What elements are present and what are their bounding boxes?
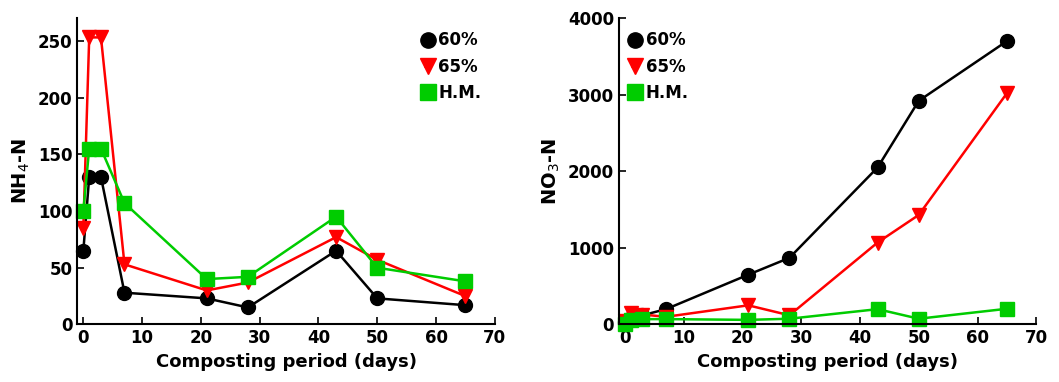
H.M. [119,201,131,206]
60% [742,272,755,277]
H.M. [783,316,795,321]
60% [371,296,383,301]
H.M. [83,146,95,151]
65% [241,280,254,285]
Line: 60%: 60% [76,170,472,314]
X-axis label: Composting period (days): Composting period (days) [156,353,416,371]
Line: H.M.: H.M. [76,142,472,288]
60% [625,316,638,320]
Y-axis label: NH$_4$-N: NH$_4$-N [11,138,33,204]
65% [625,311,638,315]
60% [872,165,884,170]
60% [77,248,90,253]
65% [371,257,383,262]
60% [200,296,213,301]
60% [83,175,95,179]
60% [460,303,472,308]
H.M. [625,317,638,322]
60% [241,305,254,310]
65% [913,213,926,217]
60% [94,175,107,179]
H.M. [460,279,472,284]
65% [83,35,95,40]
65% [94,35,107,40]
60% [119,290,131,295]
Legend: 60%, 65%, H.M.: 60%, 65%, H.M. [627,26,694,107]
H.M. [872,307,884,311]
Line: 65%: 65% [617,86,1013,328]
Line: H.M.: H.M. [617,302,1013,331]
60% [913,99,926,103]
H.M. [200,277,213,282]
H.M. [1001,306,1013,311]
65% [200,288,213,293]
65% [329,235,342,240]
H.M. [742,317,755,322]
Line: 60%: 60% [617,34,1013,329]
Line: 65%: 65% [76,31,472,303]
Y-axis label: NO$_3$-N: NO$_3$-N [541,138,562,205]
65% [783,313,795,317]
H.M. [77,209,90,213]
60% [636,313,649,317]
60% [783,256,795,260]
65% [660,314,672,319]
H.M. [618,321,631,326]
65% [460,294,472,298]
X-axis label: Composting period (days): Composting period (days) [697,353,958,371]
H.M. [636,317,649,321]
60% [618,320,631,324]
65% [618,318,631,323]
65% [77,226,90,230]
60% [329,248,342,253]
65% [742,303,755,308]
65% [1001,91,1013,96]
H.M. [241,275,254,279]
60% [660,307,672,311]
Legend: 60%, 65%, H.M.: 60%, 65%, H.M. [420,26,486,107]
65% [872,240,884,245]
H.M. [94,146,107,151]
H.M. [913,316,926,321]
H.M. [660,317,672,321]
H.M. [329,214,342,219]
60% [1001,39,1013,44]
65% [119,262,131,267]
65% [636,312,649,317]
H.M. [371,265,383,270]
